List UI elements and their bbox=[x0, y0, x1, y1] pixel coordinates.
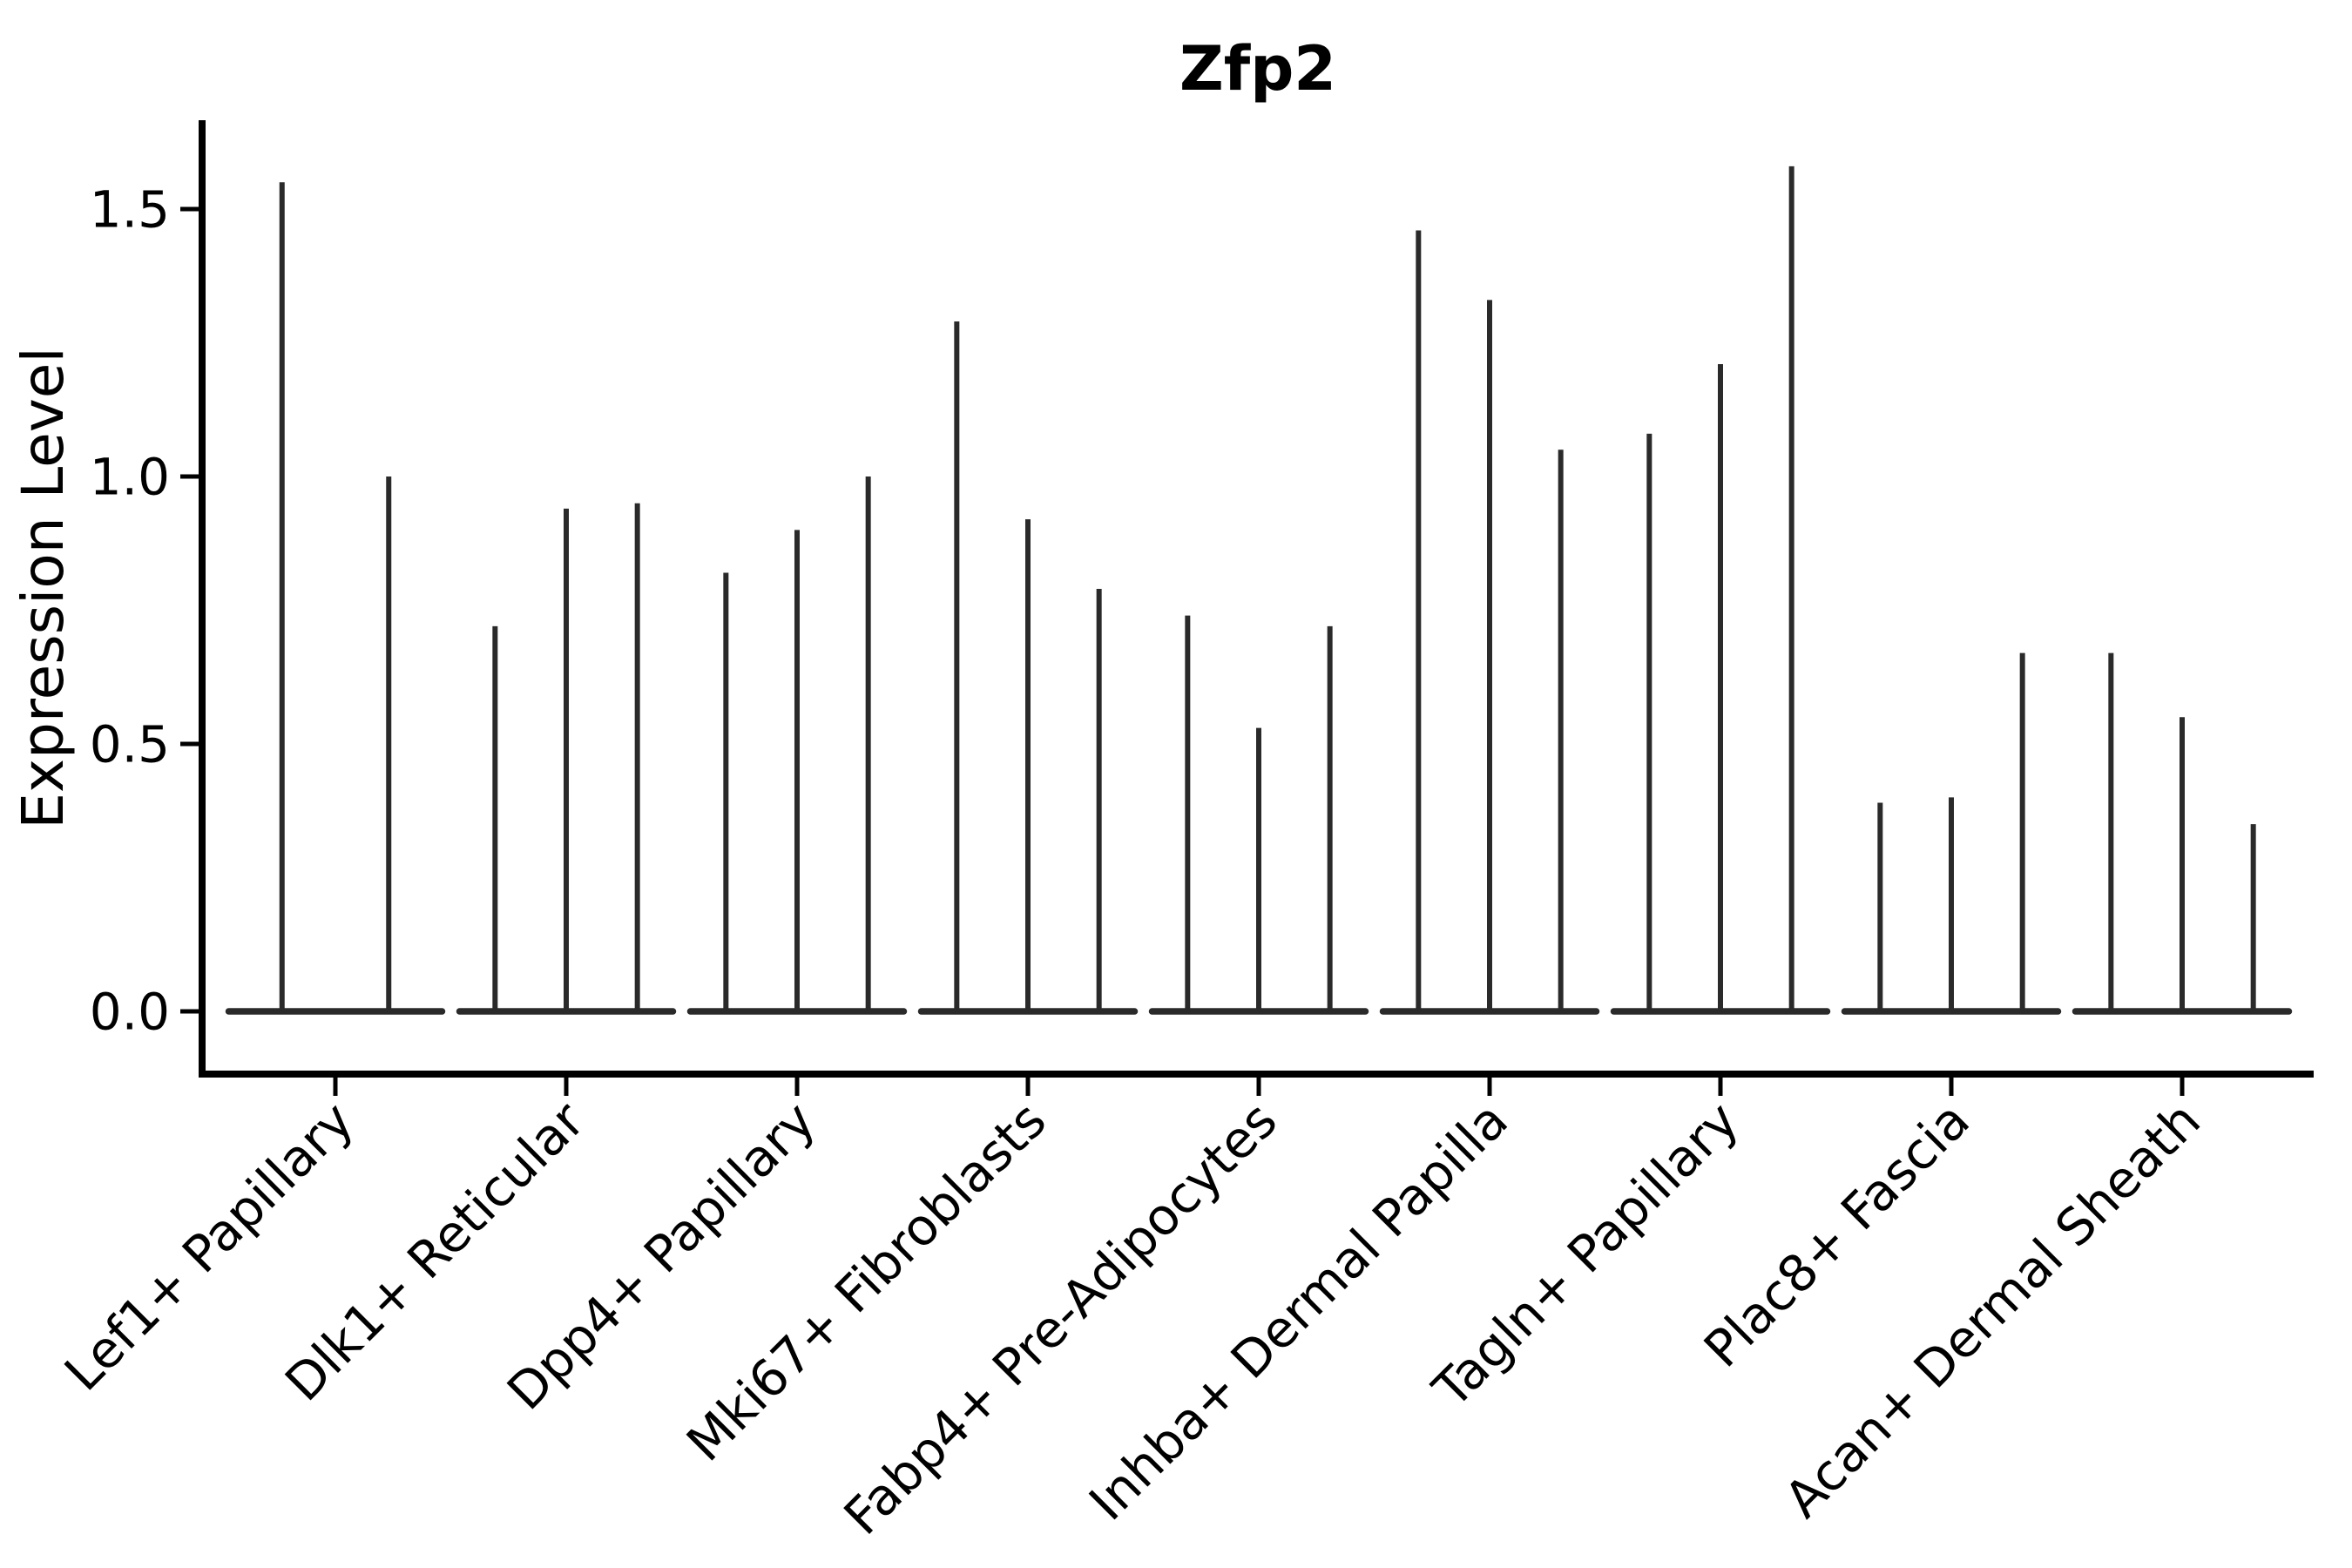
x-tick-label: Acan+ Dermal Sheath bbox=[1773, 1091, 2211, 1529]
y-tick-label: 1.5 bbox=[90, 179, 170, 239]
y-axis-label: Expression Level bbox=[10, 347, 77, 828]
violin-group bbox=[1841, 652, 2062, 1015]
axes-layer bbox=[180, 120, 2314, 1096]
violin-group bbox=[1610, 166, 1831, 1015]
violin-group bbox=[2072, 652, 2293, 1015]
violin-group bbox=[1379, 230, 1600, 1015]
violin-group bbox=[225, 182, 446, 1015]
violins-layer bbox=[225, 166, 2293, 1015]
x-tick-label: Fabp4+ Pre-Adipocytes bbox=[833, 1091, 1288, 1546]
violin-group bbox=[917, 321, 1139, 1015]
violin-group bbox=[686, 476, 908, 1015]
y-tick-label: 0.5 bbox=[90, 714, 170, 774]
y-tick-labels: 0.0 0.5 1.0 1.5 bbox=[90, 179, 170, 1041]
violin-group bbox=[1148, 615, 1369, 1015]
x-tick-label: Inhba+ Dermal Papilla bbox=[1078, 1091, 1519, 1532]
violin-group bbox=[456, 503, 677, 1015]
chart-title: Zfp2 bbox=[1179, 33, 1336, 105]
y-tick-label: 0.0 bbox=[90, 982, 170, 1041]
y-tick-label: 1.0 bbox=[90, 447, 170, 506]
axis-spines bbox=[199, 120, 2314, 1078]
